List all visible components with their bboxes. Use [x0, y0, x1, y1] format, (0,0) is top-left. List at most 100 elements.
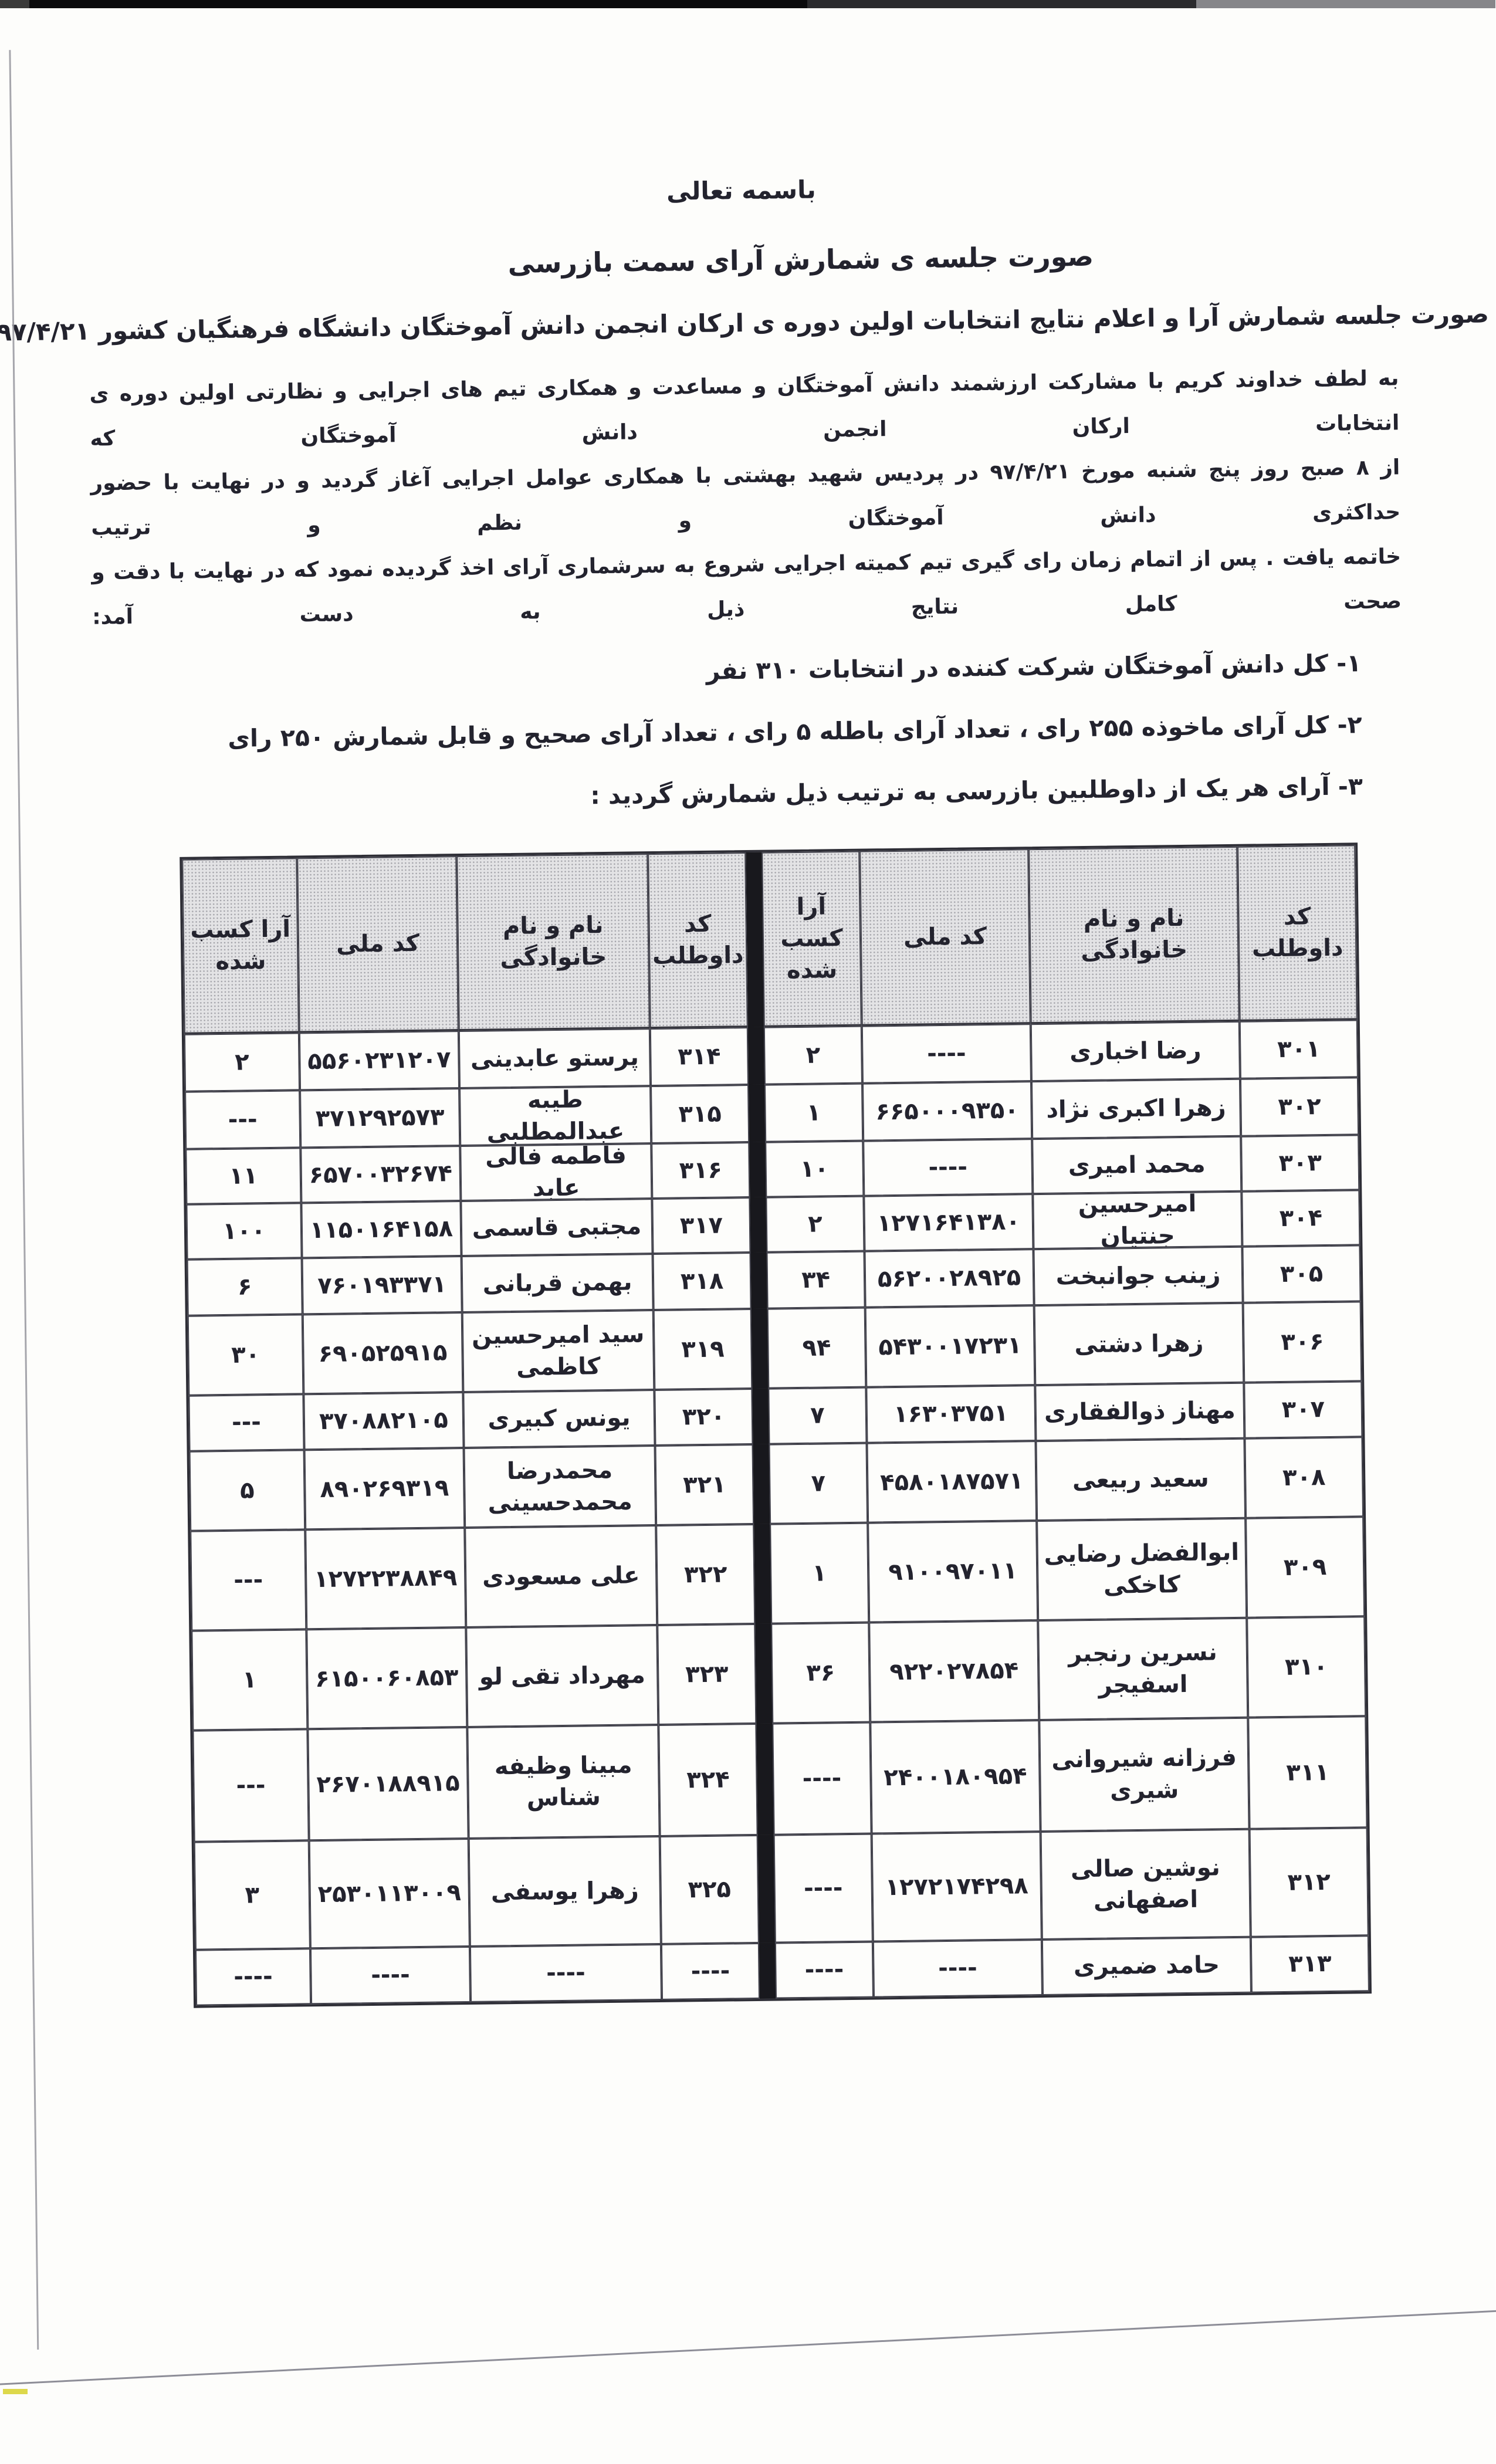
cell-votes: ۳۰: [188, 1314, 304, 1396]
cell-votes: ---: [191, 1529, 307, 1631]
cell-name: علی مسعودی: [465, 1525, 658, 1627]
cell-votes: ۲: [184, 1032, 301, 1092]
cell-candidate-code: ۳۰۸: [1245, 1436, 1365, 1518]
cell-candidate-code: ۳۱۸: [653, 1252, 752, 1310]
column-header-right-votes: آرا کسب شده: [762, 851, 862, 1027]
summary-list: ۱- کل دانش آموختگان شرکت کننده در انتخاب…: [70, 649, 1363, 817]
cell-votes: ---: [189, 1393, 305, 1451]
cell-name: زهرا دشتی: [1034, 1302, 1245, 1385]
cell-votes: ----: [773, 1722, 872, 1835]
cell-candidate-code: ۳۲۰: [655, 1388, 754, 1446]
cell-candidate-code: ۳۰۵: [1243, 1244, 1362, 1303]
summary-item-table-intro: ۳- آرای هر یک از داوطلبین بازرسی به ترتی…: [591, 772, 1364, 810]
cell-name: بهمن قربانی: [462, 1253, 654, 1312]
cell-candidate-code: ----: [661, 1942, 761, 2000]
cell-candidate-code: ۳۰۳: [1241, 1134, 1360, 1192]
cell-candidate-code: ۳۰۶: [1243, 1301, 1363, 1383]
cell-candidate-code: ۳۲۴: [659, 1723, 759, 1836]
cell-candidate-code: ۳۱۹: [654, 1308, 753, 1390]
cell-national-id: ۱۲۷۲۲۳۸۸۴۹: [306, 1527, 467, 1629]
summary-item-total-voters: ۱- کل دانش آموختگان شرکت کننده در انتخاب…: [706, 649, 1362, 685]
cell-national-id: ۵۵۶۰۲۳۱۲۰۷: [299, 1030, 461, 1090]
cell-votes: ۷: [769, 1387, 868, 1444]
cell-national-id: ۹۲۲۰۲۷۸۵۴: [869, 1620, 1040, 1722]
cell-votes: ۹۴: [767, 1307, 867, 1389]
column-header-left-name: نام و نام خانوادگی: [457, 853, 651, 1031]
cell-national-id: ۲۴۰۰۱۸۰۹۵۴: [871, 1720, 1041, 1834]
cell-national-id: ۷۶۰۱۹۳۳۷۱: [302, 1255, 463, 1314]
cell-national-id: ۲۵۳۰۱۱۳۰۰۹: [309, 1838, 471, 1948]
cell-candidate-code: ۳۲۳: [658, 1623, 757, 1725]
cell-national-id: ۶۶۵۰۰۰۹۳۵۰: [862, 1081, 1033, 1141]
summary-item-ballot-counts: ۲- کل آرای ماخوذه ۲۵۵ رای ، تعداد آرای ب…: [228, 710, 1363, 753]
cell-votes: ----: [775, 1941, 875, 1999]
cell-votes: ----: [195, 1948, 312, 2006]
cell-name: مبینا وظیفه شناس: [468, 1724, 661, 1839]
cell-name: نسرین رنجبر اسفیجر: [1038, 1617, 1249, 1720]
cell-votes: ۱۰۰: [187, 1202, 303, 1260]
table-center-divider: [749, 1084, 766, 1142]
cell-national-id: ۴۵۸۰۱۸۷۵۷۱: [867, 1440, 1038, 1523]
table-center-divider: [757, 1723, 774, 1835]
cell-name: ابوالفضل رضایی کاخکی: [1037, 1518, 1248, 1620]
cell-votes: ۳۴: [767, 1251, 866, 1309]
page-title: صورت جلسه ی شمارش آرای سمت بازرسی: [508, 240, 1095, 279]
cell-name: زینب جوانبخت: [1034, 1246, 1244, 1305]
table-center-divider: [756, 1623, 773, 1724]
intro-paragraph: به لطف خداوند کریم با مشارکت ارزشمند دان…: [90, 356, 1402, 639]
cell-national-id: ----: [310, 1946, 472, 2004]
cell-votes: ۱: [764, 1083, 864, 1142]
cell-name: سید امیرحسین کاظمی: [462, 1309, 655, 1392]
cell-name: رضا اخباری: [1031, 1021, 1241, 1081]
table-center-divider: [750, 1197, 767, 1253]
cell-name: سعید ربیعی: [1036, 1438, 1247, 1521]
cell-national-id: ۱۲۷۱۶۴۱۳۸۰: [864, 1193, 1034, 1251]
table-center-divider: [753, 1444, 771, 1524]
paragraph-line: از ۸ صبح روز پنج شنبه مورخ ۹۷/۴/۲۱ در پر…: [91, 455, 1402, 540]
cell-national-id: ۱۶۳۰۳۷۵۱: [867, 1385, 1037, 1443]
table-center-divider: [750, 1142, 767, 1197]
cell-candidate-code: ۳۱۴: [650, 1027, 750, 1086]
scan-artifact-left-line: [9, 50, 40, 2350]
cell-candidate-code: ۳۰۲: [1240, 1077, 1360, 1136]
table-center-divider: [746, 852, 764, 1027]
cell-name: زهرا اکبری نژاد: [1031, 1078, 1242, 1139]
cell-votes: ۲: [766, 1196, 865, 1253]
column-header-right-name: نام و نام خانوادگی: [1029, 846, 1240, 1024]
cell-candidate-code: ۳۱۶: [652, 1142, 751, 1199]
cell-name: پرستو عابدینی: [459, 1028, 652, 1088]
cell-votes: ---: [185, 1089, 302, 1149]
cell-national-id: ----: [862, 1023, 1032, 1084]
cell-candidate-code: ۳۱۵: [651, 1084, 750, 1143]
basmala-heading: باسمه تعالی: [666, 175, 817, 206]
cell-votes: ۲: [764, 1025, 863, 1085]
table-center-divider: [748, 1027, 765, 1085]
cell-candidate-code: ۳۰۷: [1244, 1380, 1363, 1439]
cell-name: مجتبی قاسمی: [461, 1198, 654, 1256]
cell-name: فاطمه فالی عابد: [461, 1143, 653, 1201]
cell-candidate-code: ۳۰۱: [1240, 1019, 1359, 1079]
cell-candidate-code: ۳۲۵: [660, 1835, 760, 1944]
table-center-divider: [753, 1388, 770, 1444]
column-header-right-code: کد داوطلب: [1238, 844, 1358, 1021]
cell-candidate-code: ۳۲۲: [656, 1524, 756, 1625]
table-center-divider: [754, 1524, 772, 1624]
cell-votes: ۳: [194, 1840, 311, 1950]
table-center-divider: [752, 1308, 769, 1389]
cell-votes: ۱۱: [186, 1147, 302, 1204]
cell-name: فرزانه شیروانی شیری: [1040, 1717, 1250, 1832]
cell-candidate-code: ۳۲۱: [655, 1444, 755, 1525]
cell-name: مهرداد تقی لو: [466, 1624, 659, 1727]
document-content: باسمه تعالی صورت جلسه ی شمارش آرای سمت ب…: [0, 50, 1490, 2350]
cell-name: زهرا یوسفی: [469, 1836, 662, 1947]
cell-candidate-code: ۳۱۷: [652, 1197, 752, 1254]
table-center-divider: [759, 1942, 777, 1999]
cell-candidate-code: ۳۱۳: [1251, 1935, 1370, 1993]
cell-votes: ۵: [189, 1449, 306, 1531]
cell-candidate-code: ۳۱۲: [1250, 1827, 1369, 1937]
cell-national-id: ۶۹۰۵۲۵۹۱۵: [303, 1312, 464, 1394]
cell-national-id: ----: [864, 1138, 1034, 1196]
cell-national-id: ۸۹۰۲۶۹۳۱۹: [304, 1447, 466, 1529]
cell-national-id: ۱۱۵۰۱۶۴۱۵۸: [302, 1200, 462, 1258]
